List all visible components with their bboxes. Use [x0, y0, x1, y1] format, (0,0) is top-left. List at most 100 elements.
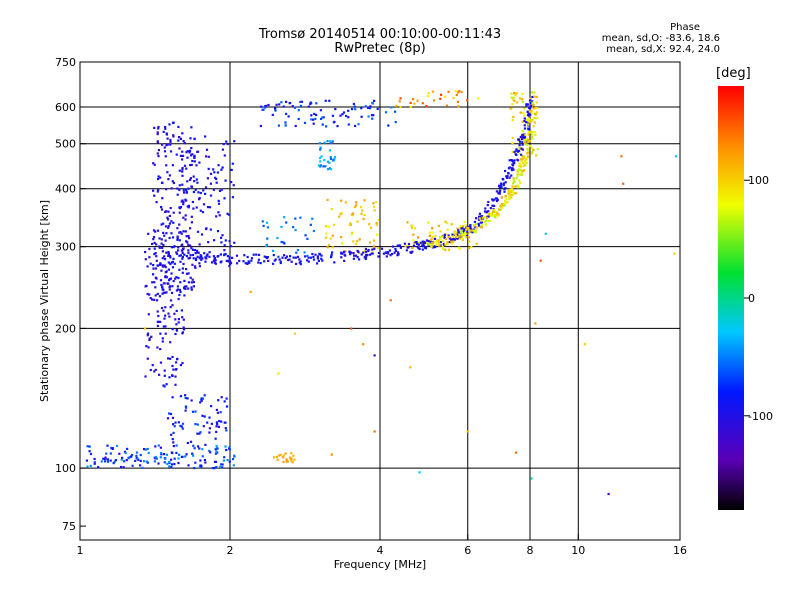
- data-point: [220, 396, 223, 399]
- data-point: [100, 460, 103, 463]
- data-point: [516, 174, 519, 177]
- data-point: [280, 225, 283, 228]
- data-point: [354, 242, 357, 246]
- data-point: [521, 100, 524, 104]
- data-point: [344, 201, 347, 204]
- data-point: [299, 216, 302, 219]
- data-point: [290, 260, 293, 263]
- data-point: [214, 452, 217, 455]
- data-point: [182, 200, 185, 204]
- data-point: [165, 232, 168, 235]
- data-point: [341, 113, 344, 116]
- data-point: [166, 143, 169, 146]
- data-point: [489, 214, 492, 217]
- data-point: [357, 123, 360, 126]
- data-point: [266, 226, 269, 229]
- data-point: [518, 179, 521, 182]
- data-point: [322, 116, 325, 119]
- data-point: [185, 190, 188, 193]
- data-point: [312, 122, 315, 125]
- data-point: [216, 447, 219, 450]
- data-point: [528, 110, 531, 113]
- data-point: [290, 452, 293, 455]
- data-point: [197, 191, 200, 194]
- data-point: [518, 97, 521, 100]
- data-point: [165, 164, 168, 167]
- data-point: [176, 237, 179, 240]
- data-point: [185, 240, 188, 243]
- data-point: [526, 155, 530, 158]
- data-point: [316, 262, 319, 265]
- data-point: [484, 207, 487, 210]
- data-point: [520, 135, 523, 139]
- data-point: [333, 155, 337, 159]
- data-point: [167, 268, 170, 271]
- x-tick-label: 1: [77, 544, 84, 557]
- data-point: [149, 297, 152, 300]
- data-point: [171, 416, 175, 419]
- data-point: [201, 211, 205, 214]
- data-point: [274, 109, 277, 112]
- data-point: [319, 156, 322, 160]
- data-point: [153, 126, 156, 129]
- data-point: [513, 150, 516, 153]
- data-point: [441, 245, 444, 249]
- data-point: [181, 174, 184, 177]
- data-point: [120, 458, 123, 461]
- data-point: [187, 464, 190, 467]
- data-point: [161, 143, 164, 146]
- data-point: [327, 243, 331, 246]
- data-point: [432, 235, 435, 238]
- data-point: [218, 419, 221, 423]
- data-point: [181, 168, 184, 171]
- data-point: [160, 208, 164, 211]
- data-point: [412, 241, 415, 245]
- data-point: [262, 108, 265, 111]
- data-point: [173, 457, 176, 460]
- data-point: [505, 175, 508, 178]
- data-point: [521, 130, 524, 133]
- data-point: [285, 112, 288, 115]
- data-point: [493, 198, 496, 201]
- data-point: [190, 163, 193, 166]
- data-point: [167, 252, 170, 255]
- data-point: [209, 451, 212, 454]
- data-point: [511, 141, 514, 144]
- data-point: [391, 252, 394, 256]
- data-point: [158, 245, 161, 248]
- data-point: [174, 318, 177, 321]
- data-point: [178, 268, 181, 271]
- data-point: [148, 247, 151, 251]
- data-point: [521, 98, 524, 101]
- data-point: [523, 107, 526, 110]
- data-point: [412, 98, 415, 101]
- data-point: [465, 226, 469, 229]
- data-point: [191, 159, 194, 163]
- data-point: [164, 314, 167, 317]
- data-point: [172, 423, 175, 426]
- data-point: [418, 247, 421, 251]
- data-point: [457, 229, 460, 232]
- data-point: [177, 321, 180, 324]
- data-point: [154, 456, 157, 459]
- data-point: [171, 396, 174, 399]
- data-point: [181, 422, 185, 425]
- data-point: [481, 216, 484, 219]
- data-point: [364, 105, 367, 108]
- data-point: [187, 234, 190, 238]
- data-point: [319, 109, 322, 112]
- data-point: [199, 401, 202, 404]
- data-point: [157, 125, 160, 129]
- data-point: [430, 242, 433, 245]
- data-point: [331, 234, 334, 237]
- data-point: [530, 112, 533, 115]
- data-point: [178, 293, 181, 297]
- data-point: [293, 332, 297, 335]
- data-point: [157, 127, 160, 130]
- data-point: [347, 116, 350, 119]
- data-point: [504, 169, 507, 173]
- data-point: [360, 253, 363, 256]
- data-point: [205, 155, 208, 158]
- data-point: [104, 457, 107, 460]
